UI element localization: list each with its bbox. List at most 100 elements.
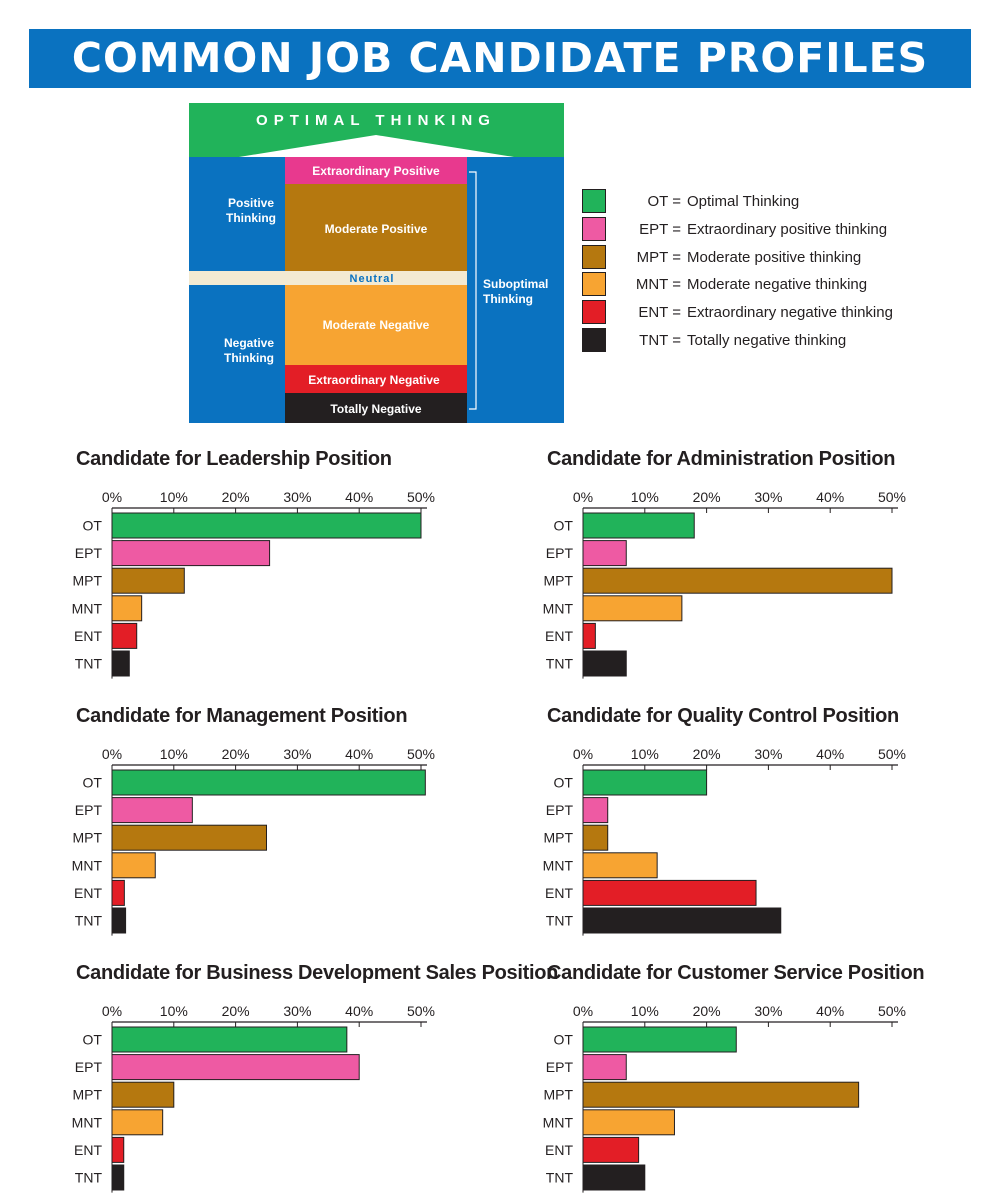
legend-swatch bbox=[582, 189, 606, 213]
category-label: EPT bbox=[75, 1059, 103, 1075]
chart-customer-service: 0% 10% 20% 30% 40% 50% OT EPT MPT MNT ENT TNT bbox=[543, 1003, 906, 1193]
x-tick-label: 50% bbox=[407, 1003, 435, 1019]
legend-item: EPT = Extraordinary positive thinking bbox=[582, 216, 887, 242]
bar-ent bbox=[111, 1136, 125, 1163]
legend-abbr: EPT = bbox=[639, 220, 681, 238]
suboptimal-thinking-label: Suboptimal Thinking bbox=[483, 277, 549, 306]
layer-label-moderate-positive: Moderate Positive bbox=[325, 222, 428, 236]
category-label: TNT bbox=[546, 656, 574, 672]
legend-swatch bbox=[582, 217, 606, 241]
layer-moderate-positive bbox=[285, 184, 467, 271]
category-label: TNT bbox=[75, 1170, 103, 1186]
chart-business-development: 0% 10% 20% 30% 40% 50% OT EPT MPT MNT ENT TNT bbox=[72, 1003, 435, 1193]
bar-mnt bbox=[111, 1109, 164, 1136]
bar-mpt bbox=[582, 567, 893, 594]
x-tick-label: 30% bbox=[283, 746, 311, 762]
category-label: OT bbox=[83, 775, 103, 791]
category-label: OT bbox=[554, 775, 574, 791]
bar-ept bbox=[111, 1054, 360, 1081]
x-tick-label: 0% bbox=[102, 1003, 122, 1019]
category-label: ENT bbox=[545, 628, 573, 644]
chart-administration: 0% 10% 20% 30% 40% 50% OT EPT MPT MNT ENT TNT bbox=[543, 489, 906, 679]
x-tick-label: 20% bbox=[693, 1003, 721, 1019]
category-label: ENT bbox=[545, 1142, 573, 1158]
legend-item: OT = Optimal Thinking bbox=[582, 188, 799, 214]
x-tick-label: 20% bbox=[222, 1003, 250, 1019]
legend-text: Extraordinary negative thinking bbox=[687, 303, 893, 321]
bar-mpt bbox=[111, 824, 267, 851]
category-label: ENT bbox=[74, 885, 102, 901]
category-label: MPT bbox=[72, 1087, 102, 1103]
legend-swatch bbox=[582, 272, 606, 296]
chart-quality-control: 0% 10% 20% 30% 40% 50% OT EPT MPT MNT ENT TNT bbox=[543, 746, 906, 936]
category-label: MNT bbox=[72, 600, 103, 616]
category-label: EPT bbox=[75, 545, 103, 561]
x-tick-label: 20% bbox=[222, 746, 250, 762]
positive-thinking-label: Positive Thinking bbox=[226, 196, 276, 225]
x-tick-label: 10% bbox=[160, 489, 188, 505]
layer-neutral bbox=[189, 271, 467, 285]
x-tick-label: 0% bbox=[102, 489, 122, 505]
category-label: OT bbox=[83, 1032, 103, 1048]
category-label: MPT bbox=[72, 830, 102, 846]
category-label: MPT bbox=[543, 573, 573, 589]
category-label: OT bbox=[554, 518, 574, 534]
legend-item: MPT = Moderate positive thinking bbox=[582, 244, 861, 270]
category-label: EPT bbox=[546, 545, 574, 561]
x-tick-label: 30% bbox=[754, 489, 782, 505]
x-tick-label: 0% bbox=[573, 489, 593, 505]
legend-item: TNT = Totally negative thinking bbox=[582, 327, 846, 353]
legend-abbr: MNT = bbox=[635, 275, 681, 293]
x-tick-label: 0% bbox=[573, 1003, 593, 1019]
x-tick-label: 20% bbox=[222, 489, 250, 505]
layer-label-extraordinary-positive: Extraordinary Positive bbox=[312, 164, 440, 178]
chart-title-administration: Candidate for Administration Position bbox=[547, 448, 896, 470]
category-label: TNT bbox=[546, 1170, 574, 1186]
legend-text: Moderate positive thinking bbox=[687, 248, 862, 266]
thinking-levels-diagram: OPTIMAL THINKING Extraordinary Positive … bbox=[189, 103, 564, 423]
bar-ept bbox=[582, 540, 627, 567]
category-label: MNT bbox=[543, 1114, 574, 1130]
optimal-thinking-label: OPTIMAL THINKING bbox=[256, 112, 496, 129]
legend-text: Extraordinary positive thinking bbox=[687, 220, 888, 238]
x-tick-label: 10% bbox=[160, 746, 188, 762]
bar-mpt bbox=[111, 567, 185, 594]
legend-item: MNT = Moderate negative thinking bbox=[582, 271, 867, 297]
legend-abbr: OT = bbox=[647, 192, 682, 210]
chart-title-leadership: Candidate for Leadership Position bbox=[76, 448, 392, 470]
layer-extraordinary-negative bbox=[285, 365, 467, 393]
x-tick-label: 40% bbox=[816, 746, 844, 762]
x-tick-label: 40% bbox=[816, 489, 844, 505]
category-label: TNT bbox=[75, 656, 103, 672]
bar-ot bbox=[582, 769, 708, 796]
layer-extraordinary-positive bbox=[285, 157, 467, 184]
bar-mpt bbox=[582, 824, 609, 851]
x-tick-label: 0% bbox=[102, 746, 122, 762]
category-label: EPT bbox=[546, 802, 574, 818]
legend-text: Moderate negative thinking bbox=[687, 275, 868, 293]
x-tick-label: 30% bbox=[283, 489, 311, 505]
category-label: MPT bbox=[543, 1087, 573, 1103]
page-title: COMMON JOB CANDIDATE PROFILES bbox=[29, 29, 971, 88]
x-tick-label: 20% bbox=[693, 746, 721, 762]
bar-tnt bbox=[111, 907, 127, 934]
x-tick-label: 30% bbox=[754, 1003, 782, 1019]
bar-ept bbox=[111, 540, 271, 567]
x-tick-label: 40% bbox=[345, 746, 373, 762]
x-tick-label: 30% bbox=[754, 746, 782, 762]
chart-title-business-development: Candidate for Business Development Sales… bbox=[76, 962, 559, 984]
layer-label-extraordinary-negative: Extraordinary Negative bbox=[308, 373, 440, 387]
bar-ot bbox=[111, 769, 426, 796]
bar-ot bbox=[111, 1026, 348, 1053]
bar-ot bbox=[582, 1026, 737, 1053]
chart-title-management: Candidate for Management Position bbox=[76, 705, 408, 727]
category-label: TNT bbox=[546, 913, 574, 929]
x-tick-label: 50% bbox=[878, 1003, 906, 1019]
legend-text: Optimal Thinking bbox=[687, 192, 800, 210]
category-label: ENT bbox=[545, 885, 573, 901]
legend-abbr: MPT = bbox=[636, 248, 681, 266]
bar-tnt bbox=[111, 650, 130, 677]
legend-item: ENT = Extraordinary negative thinking bbox=[582, 299, 893, 325]
legend-swatch bbox=[582, 300, 606, 324]
x-tick-label: 50% bbox=[407, 746, 435, 762]
